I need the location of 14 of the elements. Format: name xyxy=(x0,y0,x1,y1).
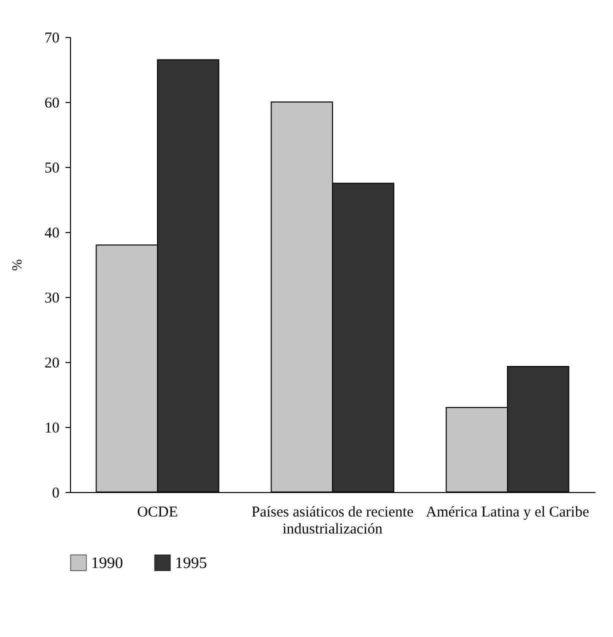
legend-label: 1990 xyxy=(91,554,123,572)
y-axis-title: % xyxy=(10,258,26,271)
y-tick-label: 50 xyxy=(44,160,60,176)
y-tick-label: 10 xyxy=(44,420,60,436)
y-tick-label: 0 xyxy=(52,486,60,502)
x-tick-label: OCDE xyxy=(137,504,178,520)
x-tick-label: América Latina y el Caribe xyxy=(426,504,590,520)
y-tick-label: 70 xyxy=(44,30,60,46)
y-tick-label: 20 xyxy=(44,356,60,372)
y-tick-label: 30 xyxy=(44,290,60,306)
y-tick-label: 40 xyxy=(44,226,60,242)
legend-label: 1995 xyxy=(175,554,207,572)
y-tick-label: 60 xyxy=(44,96,60,112)
x-tick-label: Países asiáticos de reciente industrialización xyxy=(251,504,414,538)
